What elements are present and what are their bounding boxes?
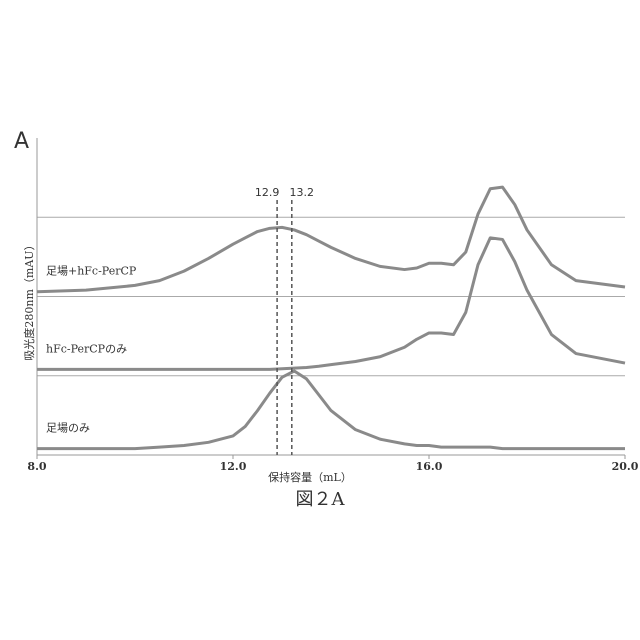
trace [37, 371, 625, 449]
x-tick-label: 12.0 [220, 460, 247, 473]
x-axis-label: 保持容量（mL） [268, 470, 352, 484]
caption: 図２A [296, 489, 346, 510]
chart: A 保持容量（mL） 吸光度280nm（mAU） 図２A 8.0 12.0 16.0… [0, 0, 640, 640]
y-axis-label: 吸光度280nm（mAU） [22, 239, 36, 360]
panel-label: A [14, 129, 29, 154]
series-label: 足場のみ [46, 422, 90, 435]
marker-label: 13.2 [290, 186, 315, 199]
marker-label: 12.9 [255, 186, 280, 199]
x-tick-label: 8.0 [27, 460, 46, 473]
x-tick-label: 20.0 [612, 460, 639, 473]
series-label: 足場+hFc-PerCP [46, 265, 137, 278]
series-label: hFc-PerCPのみ [46, 342, 127, 355]
x-tick-label: 16.0 [416, 460, 443, 473]
